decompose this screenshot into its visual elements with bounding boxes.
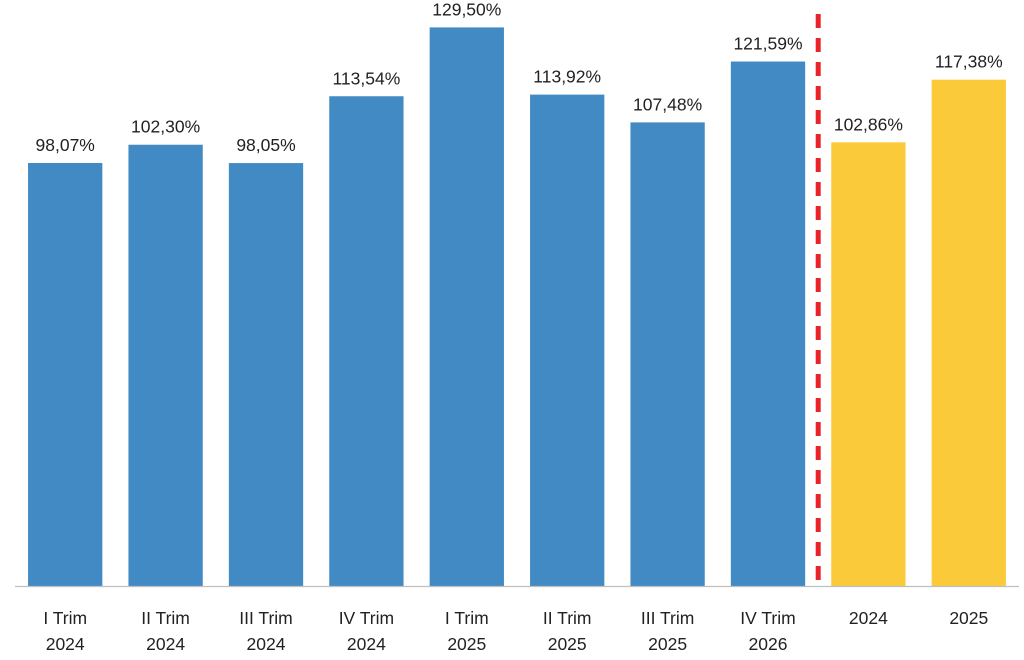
value-labels-layer: 98,07% 102,30% 98,05% 113,54% 129,50% 113,92%… bbox=[36, 0, 1003, 155]
value-label-8: 121,59% bbox=[733, 34, 802, 54]
x-tick-label-1: I Trim 2024 bbox=[43, 608, 87, 654]
x-tick-label-3: III Trim 2024 bbox=[239, 608, 292, 654]
value-label-9: 102,86% bbox=[834, 114, 903, 134]
bar-10 bbox=[931, 79, 1006, 586]
x-tick-label-7: III Trim 2025 bbox=[641, 608, 694, 654]
value-label-2: 102,30% bbox=[131, 117, 200, 137]
value-label-10: 117,38% bbox=[935, 52, 1003, 72]
value-label-3: 98,05% bbox=[236, 135, 295, 155]
x-tick-label-4: IV Trim 2024 bbox=[339, 608, 394, 654]
bar-2 bbox=[128, 144, 203, 587]
bar-1 bbox=[28, 162, 103, 587]
bar-3 bbox=[228, 163, 304, 586]
x-tick-labels-layer: I Trim 2024 II Trim 2024 III Trim 2024 IV Trim… bbox=[43, 608, 988, 654]
x-tick-label-9: 2024 bbox=[849, 608, 888, 628]
bar-9 bbox=[831, 142, 906, 586]
value-label-4: 113,54% bbox=[333, 68, 401, 88]
value-label-6: 113,92% bbox=[533, 67, 601, 87]
bar-6 bbox=[530, 94, 605, 587]
value-label-7: 107,48% bbox=[633, 94, 702, 114]
x-tick-label-10: 2025 bbox=[949, 608, 988, 628]
bars-layer bbox=[28, 27, 1006, 587]
x-tick-label-8: IV Trim 2026 bbox=[740, 608, 795, 654]
x-tick-label-6: II Trim 2025 bbox=[543, 608, 592, 654]
value-label-5: 129,50% bbox=[432, 0, 501, 19]
value-label-1: 98,07% bbox=[36, 135, 95, 155]
bar-4 bbox=[329, 96, 404, 586]
x-tick-label-2: II Trim 2024 bbox=[141, 608, 190, 654]
bar-7 bbox=[630, 122, 705, 586]
x-tick-label-5: I Trim 2025 bbox=[445, 608, 489, 654]
bar-8 bbox=[730, 61, 806, 586]
bar-5 bbox=[429, 27, 504, 587]
